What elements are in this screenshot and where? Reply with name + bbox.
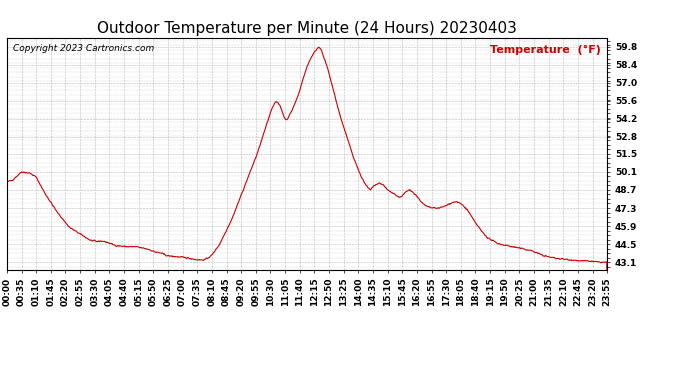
Title: Outdoor Temperature per Minute (24 Hours) 20230403: Outdoor Temperature per Minute (24 Hours… <box>97 21 517 36</box>
Text: Copyright 2023 Cartronics.com: Copyright 2023 Cartronics.com <box>13 45 154 54</box>
Text: Temperature  (°F): Temperature (°F) <box>491 45 601 54</box>
